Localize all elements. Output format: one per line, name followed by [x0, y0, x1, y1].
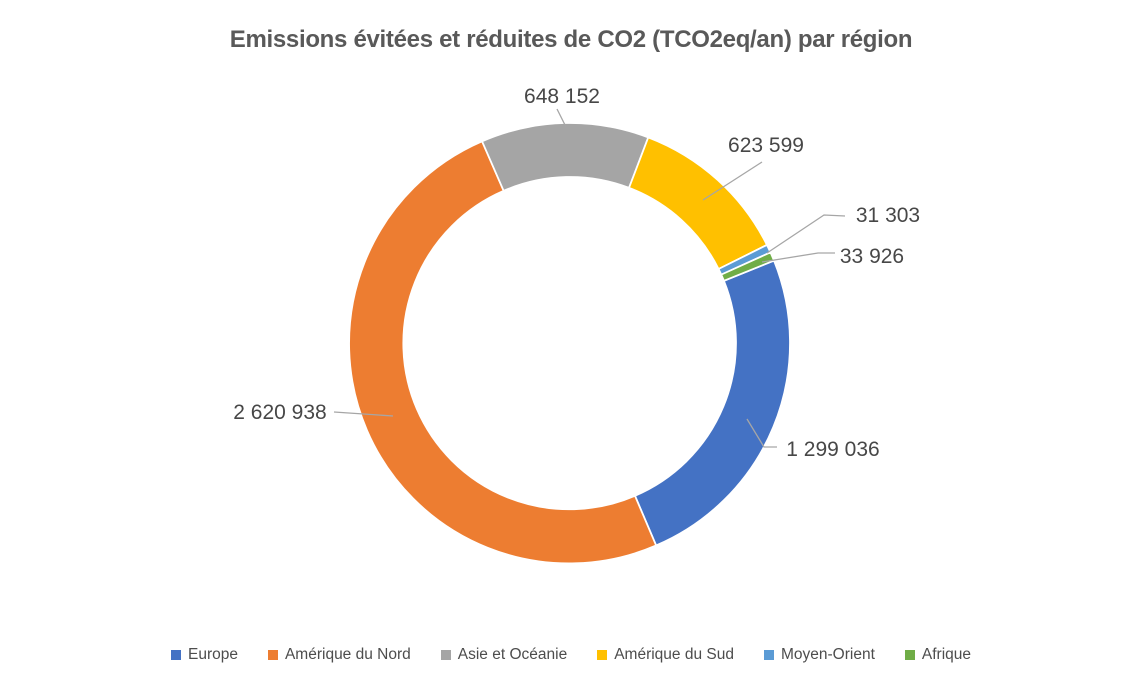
data-label-moyen-orient: 31 303	[855, 203, 921, 227]
donut-segment-asie-et-oceanie	[480, 122, 650, 192]
legend-swatch-amerique-du-sud	[597, 650, 608, 660]
legend-label: Amérique du Nord	[284, 646, 411, 663]
legend-label: Asie et Océanie	[457, 646, 568, 663]
legend-label: Moyen-Orient	[780, 646, 875, 663]
leader-line-amerique-du-nord	[333, 411, 394, 417]
legend-label: Afrique	[921, 646, 972, 663]
legend-item-amerique-du-sud: Amérique du Sud	[597, 646, 734, 664]
legend-swatch-europe	[170, 650, 181, 660]
leader-line-asie-et-oceanie	[556, 108, 567, 128]
data-label-asie-et-oceanie: 648 152	[524, 84, 600, 108]
legend-item-afrique: Afrique	[904, 646, 972, 664]
data-label-amerique-du-nord: 2 620 938	[233, 400, 327, 424]
legend: Europe Amérique du Nord Asie et Océanie …	[0, 646, 1142, 664]
legend-label: Europe	[187, 646, 238, 663]
legend-swatch-afrique	[904, 650, 915, 660]
leader-line-moyen-orient	[766, 214, 846, 254]
legend-item-moyen-orient: Moyen-Orient	[763, 646, 875, 664]
donut-segment-europe	[633, 259, 791, 547]
donut-segment-amerique-du-nord	[348, 140, 658, 565]
data-label-europe: 1 299 036	[786, 437, 880, 461]
leader-line-afrique	[761, 252, 835, 263]
legend-item-amerique-du-nord: Amérique du Nord	[267, 646, 411, 664]
leader-line-europe	[746, 418, 777, 448]
legend-swatch-amerique-du-nord	[267, 650, 278, 660]
donut-segment-amerique-du-sud	[627, 136, 769, 271]
legend-item-europe: Europe	[170, 646, 238, 664]
donut-segment-afrique	[720, 251, 776, 282]
chart-title: Emissions évitées et réduites de CO2 (TC…	[229, 26, 913, 53]
leader-line-amerique-du-sud	[702, 161, 763, 201]
legend-swatch-moyen-orient	[763, 650, 774, 660]
data-label-amerique-du-sud: 623 599	[728, 133, 804, 157]
legend-item-asie-et-oceanie: Asie et Océanie	[440, 646, 568, 664]
legend-swatch-asie-et-oceanie	[440, 650, 451, 660]
data-label-afrique: 33 926	[839, 244, 905, 268]
legend-label: Amérique du Sud	[614, 646, 734, 663]
